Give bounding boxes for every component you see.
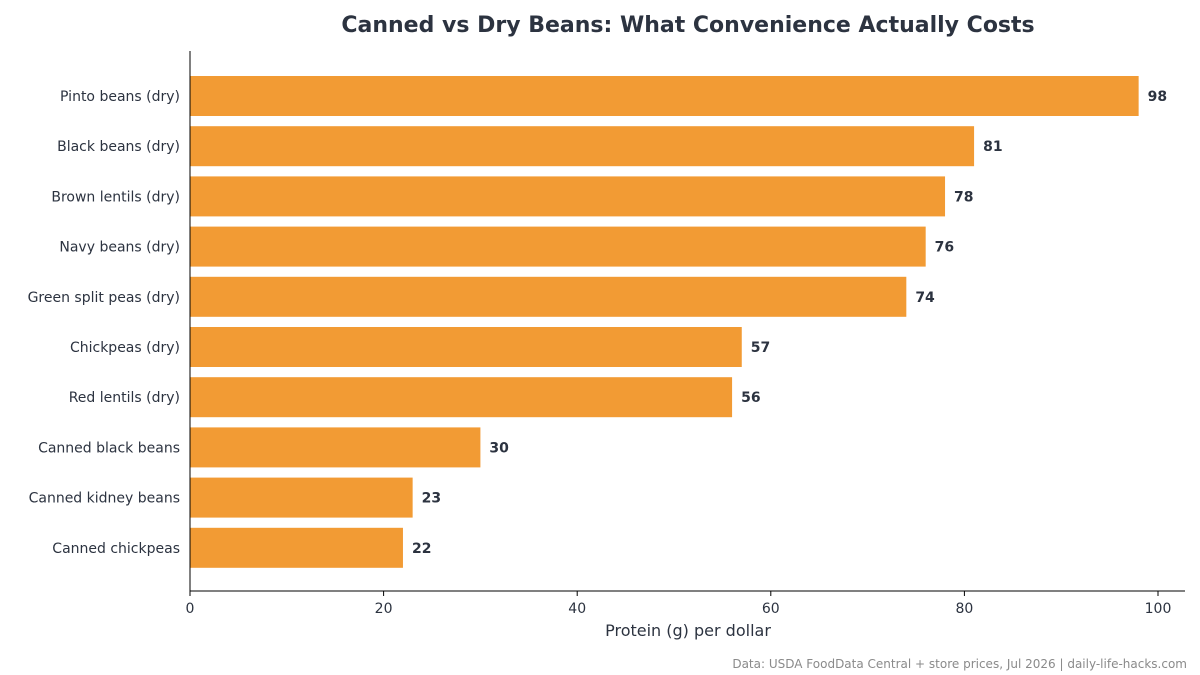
category-label: Canned black beans: [38, 440, 180, 456]
category-label: Pinto beans (dry): [60, 89, 180, 105]
x-tick-label: 80: [955, 601, 973, 617]
value-label: 22: [412, 541, 431, 557]
value-label: 30: [489, 440, 509, 456]
category-label: Navy beans (dry): [59, 240, 180, 256]
category-label: Black beans (dry): [57, 139, 180, 155]
value-label: 74: [915, 290, 935, 306]
x-tick-label: 60: [762, 601, 780, 617]
category-labels-group: Pinto beans (dry) Black beans (dry) Brown …: [28, 89, 180, 557]
bars-group: [190, 76, 1139, 568]
bar: [190, 76, 1139, 116]
value-label: 23: [422, 491, 441, 507]
bar: [190, 126, 975, 167]
value-label: 76: [935, 240, 954, 256]
category-label: Canned chickpeas: [52, 541, 180, 557]
bar: [190, 226, 926, 267]
category-label: Green split peas (dry): [28, 290, 180, 306]
bar: [190, 377, 733, 418]
value-label: 78: [954, 189, 973, 205]
value-label: 57: [751, 340, 770, 356]
value-label: 56: [741, 390, 760, 406]
axes-group: [189, 51, 1185, 592]
category-label: Chickpeas (dry): [70, 340, 180, 356]
x-ticks-group: 0 20 40 60 80 100: [186, 591, 1172, 617]
source-note: Data: USDA FoodData Central + store pric…: [732, 657, 1187, 671]
x-tick-label: 100: [1145, 601, 1172, 617]
x-tick-label: 20: [375, 601, 393, 617]
x-axis-label: Protein (g) per dollar: [605, 621, 771, 640]
bar: [190, 276, 907, 317]
chart-title: Canned vs Dry Beans: What Convenience Ac…: [341, 13, 1034, 38]
category-label: Red lentils (dry): [69, 390, 180, 406]
value-labels-group: 98 81 78 76 74 57 56 30 23 22: [412, 89, 1167, 557]
bar: [190, 427, 481, 468]
x-tick-label: 0: [186, 601, 195, 617]
category-label: Brown lentils (dry): [51, 189, 180, 205]
value-label: 81: [983, 139, 1002, 155]
category-label: Canned kidney beans: [29, 491, 180, 507]
bar: [190, 327, 742, 367]
bar: [190, 527, 403, 568]
bar: [190, 477, 413, 518]
bar: [190, 176, 946, 217]
x-tick-label: 40: [568, 601, 586, 617]
value-label: 98: [1148, 89, 1167, 105]
